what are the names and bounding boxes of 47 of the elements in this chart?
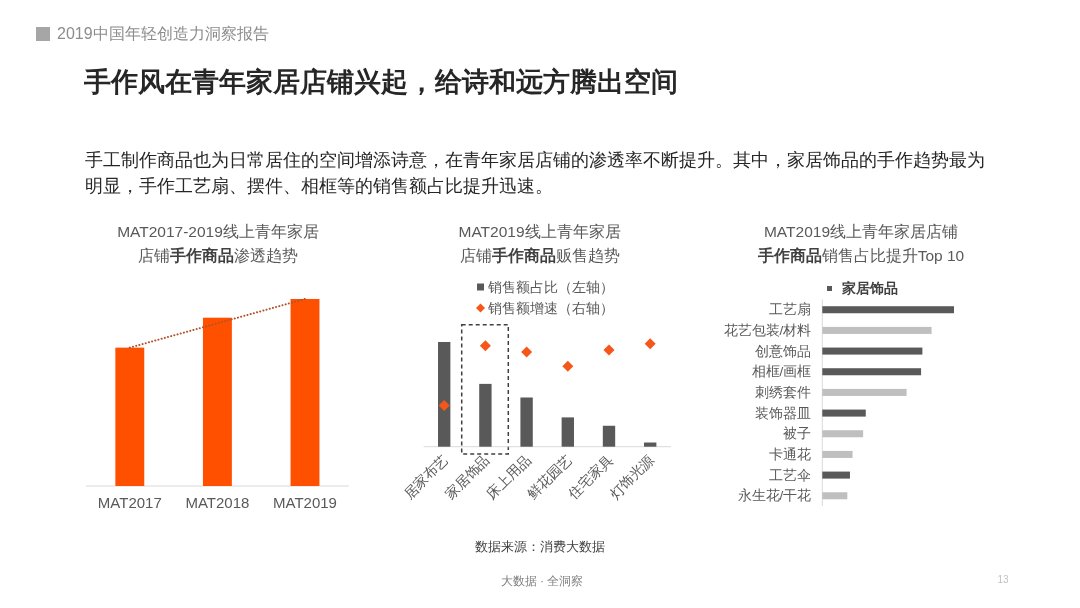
text: 大数据 · 全洞察 <box>499 573 585 589</box>
source-note: 数据来源：消费大数据 <box>474 539 606 555</box>
y-tick-label: 被子 <box>783 426 812 442</box>
chart-title: MAT2019线上青年家居店铺手作商品贩售趋势 <box>457 221 622 266</box>
y-tick-label: 相框/画框 <box>751 364 812 380</box>
point <box>603 344 615 356</box>
legend-label: 销售额增速（右轴） <box>487 300 614 316</box>
x-tick-label: MAT2017 <box>97 494 162 511</box>
x-tick-label: MAT2019 <box>273 494 337 511</box>
y-tick-label: 花艺包装/材料 <box>723 322 812 338</box>
point <box>644 338 656 350</box>
bar <box>822 388 907 396</box>
y-tick-label: 刺绣套件 <box>755 384 812 400</box>
text: 13 <box>996 574 1010 586</box>
chart-title: MAT2017-2019线上青年家居店铺手作商品渗透趋势 <box>116 221 320 266</box>
bar <box>822 471 850 479</box>
bar <box>822 326 932 334</box>
point <box>438 400 450 411</box>
bar <box>561 417 574 447</box>
y-tick-label: 卡通花 <box>769 446 812 462</box>
legend-label: 家居饰品 <box>841 280 898 296</box>
point <box>562 360 574 372</box>
text: 手工制作商品也为日常居住的空间增添诗意，在青年家居店铺的渗透率不断提升。其中，家居饰品的手作趋势最为明显，手作工艺扇、摆件、相框等的销售额占比提升迅速。 <box>85 149 986 198</box>
text: 手作风在青年家居店铺兴起，给诗和远方腾出空间 <box>84 67 678 99</box>
bar <box>822 450 853 458</box>
chart-title: MAT2019线上青年家居店铺手作商品销售占比提升Top 10 <box>757 222 965 266</box>
bar <box>822 347 923 355</box>
bar <box>822 430 864 438</box>
x-tick-label: MAT2018 <box>185 494 250 511</box>
text: 2019中国年轻创造力洞察报告 <box>57 24 269 44</box>
bar <box>602 425 616 447</box>
point <box>479 340 491 352</box>
legend-label: 销售额占比（左轴） <box>487 279 614 295</box>
bar <box>822 368 922 376</box>
y-tick-label: 永生花/干花 <box>737 488 812 504</box>
point <box>521 346 533 358</box>
bar <box>479 383 492 447</box>
bar <box>822 492 848 500</box>
bar <box>520 397 533 447</box>
y-tick-label: 工艺扇 <box>769 302 812 318</box>
y-tick-label: 工艺伞 <box>769 467 812 483</box>
bar <box>438 342 451 447</box>
y-tick-label: 创意饰品 <box>755 343 812 359</box>
bar <box>822 306 954 314</box>
bar <box>644 442 657 447</box>
y-tick-label: 装饰器皿 <box>755 405 812 421</box>
bar <box>822 409 866 417</box>
